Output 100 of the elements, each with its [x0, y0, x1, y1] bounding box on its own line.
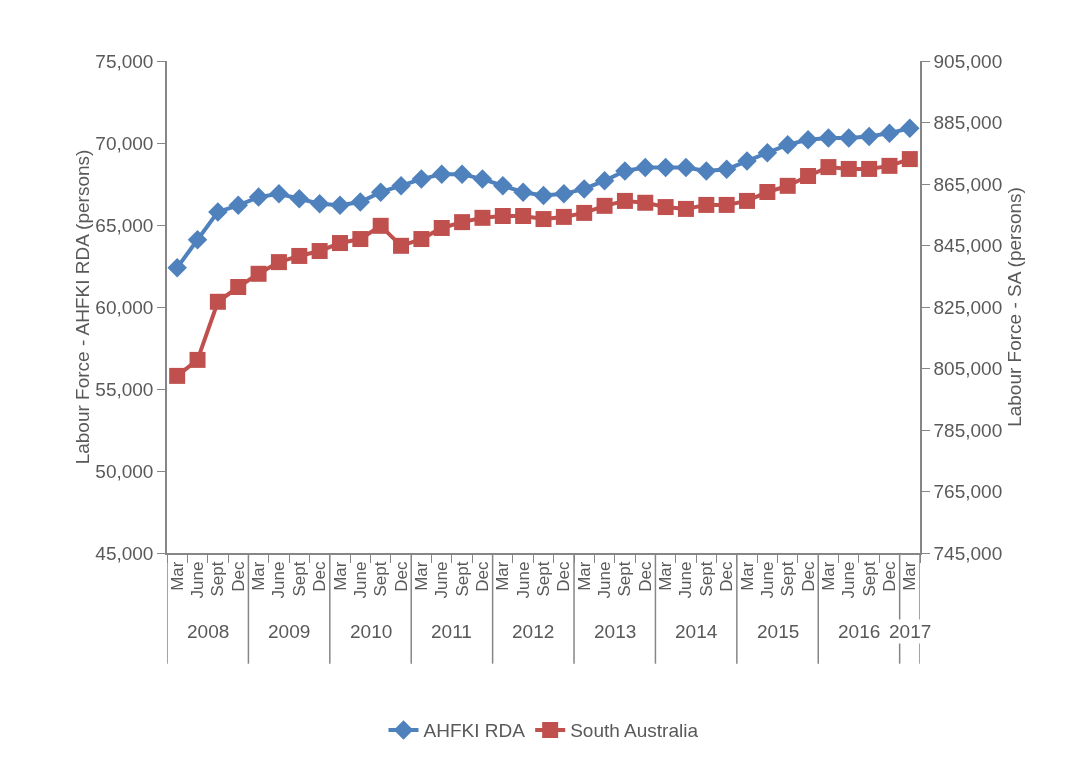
point [291, 247, 308, 264]
legend-label: South Australia [570, 720, 699, 742]
text: 2016 [838, 621, 881, 642]
point [493, 175, 513, 196]
point [208, 202, 228, 222]
point [391, 175, 411, 196]
point [861, 160, 878, 177]
x-tick-label: Dec [391, 561, 411, 592]
point [900, 118, 920, 138]
point [411, 169, 432, 189]
y-tick-label: 45,000 [95, 542, 154, 564]
y2-tick-label: 765,000 [933, 481, 1003, 503]
point [452, 164, 472, 184]
point [698, 196, 715, 213]
point [739, 192, 756, 209]
point [270, 254, 287, 271]
point [839, 128, 859, 148]
x-tick-label: June [839, 561, 859, 599]
y2-tick-label: 845,000 [933, 235, 1003, 257]
x-tick-label: Dec [554, 561, 574, 592]
point [494, 207, 511, 224]
point [169, 367, 186, 384]
y2-tick-label: 865,000 [933, 173, 1003, 195]
point [594, 170, 615, 191]
x-tick-label: Sept [615, 561, 635, 597]
text: 2014 [675, 621, 718, 642]
x-tick-label: June [269, 561, 289, 599]
x-tick-label: Mar [249, 561, 269, 591]
point [474, 209, 491, 226]
x-tick-label: June [676, 561, 696, 599]
point [615, 161, 635, 181]
point [413, 231, 430, 248]
y-tick-label: 75,000 [95, 50, 154, 72]
point [350, 192, 371, 212]
point [555, 208, 572, 225]
y-tick-label: 55,000 [95, 378, 154, 400]
y2-tick-label: 885,000 [933, 112, 1003, 134]
x-tick-label: Dec [879, 561, 899, 592]
point [370, 182, 391, 202]
point [472, 169, 493, 189]
x-tick-label: Sept [371, 561, 391, 597]
x-tick-label: June [513, 561, 533, 599]
point [818, 128, 839, 148]
x-tick-label: Sept [289, 561, 309, 597]
point [696, 161, 717, 181]
text: 2017 [889, 621, 932, 642]
text: 2010 [350, 621, 393, 642]
x-tick-label: Sept [452, 561, 472, 597]
point [250, 265, 267, 282]
x-tick-label: Mar [656, 561, 676, 591]
point [881, 157, 898, 174]
point [779, 177, 796, 194]
point [798, 129, 818, 150]
point [716, 159, 737, 179]
point [820, 159, 837, 176]
x-tick-label: Dec [798, 561, 818, 592]
y-tick-label: 70,000 [95, 132, 154, 154]
point [757, 143, 778, 163]
x-tick-label: Mar [330, 561, 350, 591]
point [879, 123, 900, 143]
x-tick-label: Sept [778, 561, 798, 597]
point [433, 219, 450, 236]
x-tick-label: June [350, 561, 370, 599]
x-tick-label: Dec [717, 561, 737, 592]
x-tick-label: June [432, 561, 452, 599]
point [576, 204, 593, 221]
x-tick-label: Mar [167, 561, 187, 591]
point [759, 183, 776, 200]
text: 2011 [431, 621, 472, 642]
x-tick-label: Dec [310, 561, 330, 592]
point [513, 182, 533, 202]
x-tick-label: Sept [208, 561, 228, 597]
y2-tick-label: 745,000 [933, 542, 1003, 564]
x-tick-label: June [188, 561, 208, 599]
point [655, 157, 676, 178]
x-tick-label: Dec [472, 561, 492, 592]
x-tick-label: Sept [859, 561, 879, 597]
point [269, 184, 289, 204]
y2-tick-label: 905,000 [933, 50, 1003, 72]
x-tick-label: June [757, 561, 777, 599]
y-tick-label: 60,000 [95, 296, 154, 318]
point [189, 351, 206, 368]
point [777, 134, 798, 155]
x-tick-label: Mar [411, 561, 431, 591]
point [289, 189, 310, 209]
point [230, 279, 247, 296]
text: 2013 [594, 621, 637, 642]
x-tick-label: Mar [900, 561, 920, 591]
point [676, 157, 696, 178]
point [596, 197, 613, 214]
point [635, 157, 656, 178]
x-tick-label: Mar [818, 561, 838, 591]
point [616, 192, 633, 209]
point [554, 184, 574, 204]
point [209, 293, 226, 310]
point [431, 164, 452, 184]
point [372, 217, 389, 234]
y2-tick-label: 785,000 [933, 419, 1003, 441]
point [574, 179, 594, 199]
point [248, 187, 269, 207]
